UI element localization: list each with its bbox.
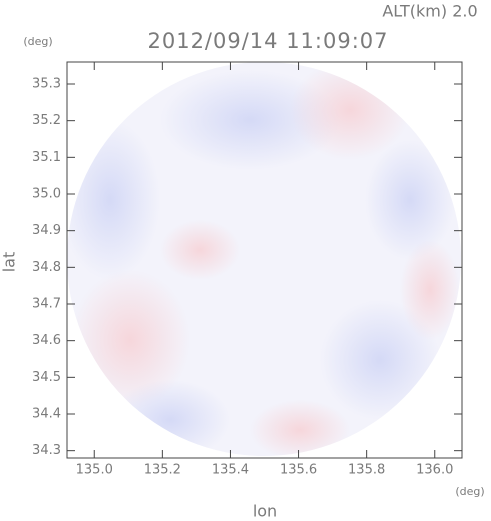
x-axis-label: lon	[253, 502, 277, 521]
y-unit: (deg)	[23, 35, 52, 48]
y-tick-label: 35.1	[32, 150, 61, 165]
plot-frame	[66, 61, 463, 459]
y-tick-label: 34.5	[32, 370, 61, 385]
chart-title: 2012/09/14 11:09:07	[147, 29, 388, 53]
y-tick-label: 34.6	[32, 333, 61, 348]
x-tick-label: 135.4	[212, 463, 249, 478]
x-tick-label: 135.8	[348, 463, 385, 478]
y-tick-label: 34.9	[32, 223, 61, 238]
y-tick-label: 34.4	[32, 407, 61, 422]
y-tick-label: 34.3	[32, 443, 61, 458]
y-axis-label: lat	[0, 252, 19, 273]
subtitle: ALT(km) 2.0	[382, 2, 477, 21]
x-tick-label: 135.6	[280, 463, 317, 478]
y-tick-label: 34.8	[32, 260, 61, 275]
y-tick-label: 35.2	[32, 113, 61, 128]
x-tick-label: 136.0	[416, 463, 453, 478]
y-tick-label: 35.3	[32, 77, 61, 92]
radar-disc	[67, 62, 461, 456]
y-tick-label: 34.7	[32, 297, 61, 312]
y-tick-label: 35.0	[32, 187, 61, 202]
x-tick-label: 135.0	[76, 463, 113, 478]
x-unit: (deg)	[455, 485, 484, 498]
x-tick-label: 135.2	[144, 463, 181, 478]
